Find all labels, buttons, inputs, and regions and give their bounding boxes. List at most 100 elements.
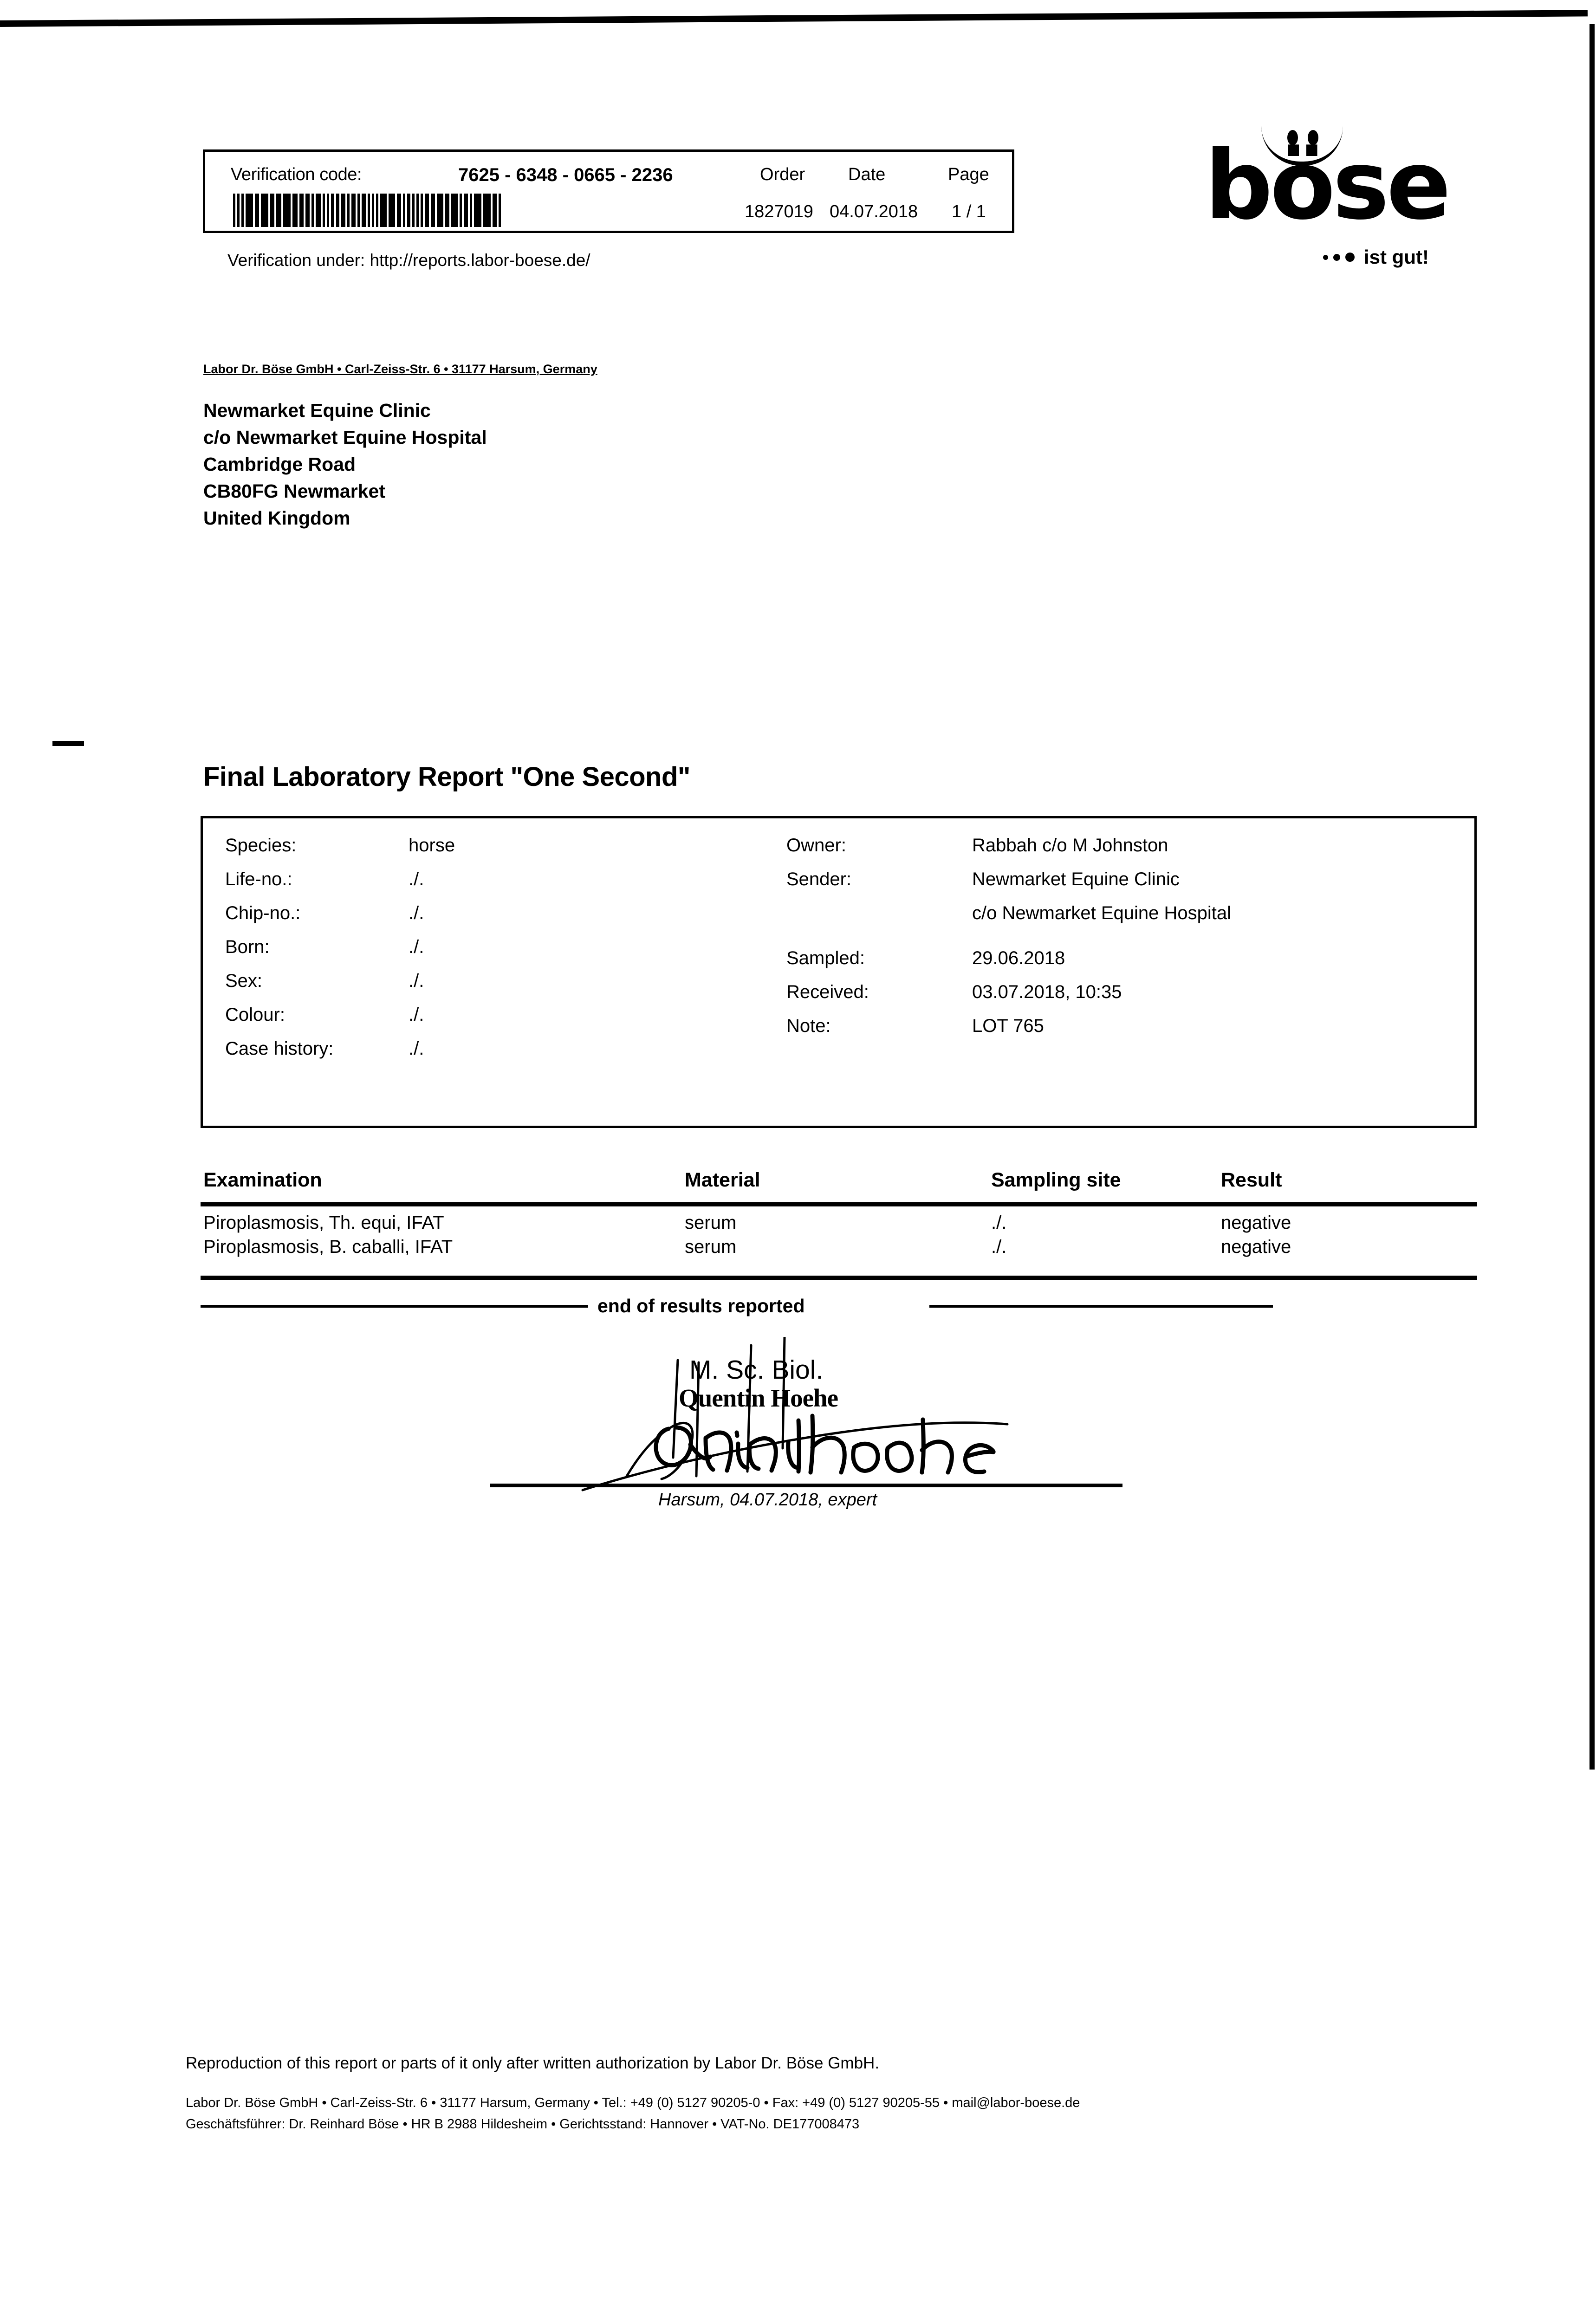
barcode-bar bbox=[276, 194, 281, 227]
barcode-bar bbox=[376, 194, 378, 227]
barcode-bar bbox=[445, 194, 449, 227]
result-value: negative bbox=[1221, 1237, 1291, 1257]
patient-info-label: Colour: bbox=[225, 1005, 285, 1025]
barcode-bar bbox=[283, 194, 291, 227]
end-of-results-dash-right bbox=[929, 1305, 1273, 1308]
results-column-header-material: Material bbox=[685, 1169, 760, 1191]
results-column-header-examination: Examination bbox=[203, 1169, 322, 1191]
barcode-bar bbox=[233, 194, 235, 227]
patient-info-value: ./. bbox=[409, 903, 424, 923]
scan-edge-top bbox=[0, 10, 1588, 27]
patient-info-label: Life-no.: bbox=[225, 869, 292, 889]
barcode-bar bbox=[451, 194, 458, 227]
barcode-bar bbox=[474, 194, 481, 227]
result-material: serum bbox=[685, 1237, 737, 1257]
patient-info-label: Case history: bbox=[225, 1038, 334, 1059]
logo-wordmark: böse bbox=[1205, 130, 1451, 241]
result-examination: Piroplasmosis, B. caballi, IFAT bbox=[203, 1237, 453, 1257]
results-column-header-sampling-site: Sampling site bbox=[991, 1169, 1121, 1191]
barcode-bar bbox=[407, 194, 410, 227]
patient-info-value: ./. bbox=[409, 869, 424, 889]
barcode bbox=[233, 194, 503, 227]
tagline-dot-1-icon bbox=[1323, 254, 1328, 260]
patient-info-value: ./. bbox=[409, 1038, 424, 1059]
patient-info-value: ./. bbox=[409, 971, 424, 991]
barcode-bar bbox=[464, 194, 468, 227]
barcode-bar bbox=[380, 194, 387, 227]
barcode-bar bbox=[425, 194, 429, 227]
tagline-dot-2-icon bbox=[1333, 253, 1340, 261]
logo-tagline: ist gut! bbox=[1323, 246, 1429, 268]
date-value: 04.07.2018 bbox=[830, 202, 918, 221]
order-value: 1827019 bbox=[745, 202, 813, 221]
barcode-bar bbox=[483, 194, 491, 227]
end-of-results-line: end of results reported bbox=[201, 1295, 1273, 1316]
patient-info-label: Born: bbox=[225, 937, 270, 957]
barcode-bar bbox=[421, 194, 423, 227]
patient-info-value: ./. bbox=[409, 1005, 424, 1025]
end-of-results-dash-left bbox=[201, 1305, 588, 1308]
signature-printed-name: Quentin Hoehe bbox=[679, 1384, 838, 1412]
patient-info-value: Newmarket Equine Clinic bbox=[972, 869, 1180, 889]
barcode-bar bbox=[499, 194, 501, 227]
patient-info-value: 03.07.2018, 10:35 bbox=[972, 982, 1122, 1002]
barcode-bar bbox=[362, 194, 366, 227]
barcode-bar bbox=[412, 194, 415, 227]
barcode-bar bbox=[316, 194, 321, 227]
patient-info-label: Chip-no.: bbox=[225, 903, 301, 923]
patient-info-label: Note: bbox=[786, 1016, 831, 1036]
barcode-bar bbox=[327, 194, 329, 227]
page-footer: Reproduction of this report or parts of … bbox=[186, 2054, 1486, 2135]
barcode-bar bbox=[241, 194, 244, 227]
patient-info-value: 29.06.2018 bbox=[972, 948, 1065, 968]
handwritten-signature-icon bbox=[581, 1337, 1009, 1491]
signature-place-date: Harsum, 04.07.2018, expert bbox=[658, 1490, 877, 1510]
footer-company-line-2: Geschäftsführer: Dr. Reinhard Böse • HR … bbox=[186, 2117, 860, 2132]
date-label: Date bbox=[848, 165, 886, 184]
patient-info-value: horse bbox=[409, 835, 455, 856]
barcode-bar bbox=[331, 194, 334, 227]
end-of-results-text: end of results reported bbox=[597, 1295, 805, 1316]
page-label: Page bbox=[948, 165, 989, 184]
footer-copyright-note: Reproduction of this report or parts of … bbox=[186, 2054, 880, 2072]
results-table-top-rule bbox=[201, 1202, 1477, 1206]
barcode-bar bbox=[341, 194, 345, 227]
tagline-text: ist gut! bbox=[1364, 246, 1429, 268]
patient-info-label: Owner: bbox=[786, 835, 846, 856]
patient-info-box: Species: horse Life-no.: ./. Chip-no.: ./. Bor… bbox=[201, 816, 1477, 1128]
sender-return-address: Labor Dr. Böse GmbH • Carl-Zeiss-Str. 6 … bbox=[203, 362, 597, 376]
recipient-address-line: United Kingdom bbox=[203, 507, 350, 529]
page-value: 1 / 1 bbox=[952, 202, 986, 221]
patient-info-value: ./. bbox=[409, 937, 424, 957]
barcode-bar bbox=[246, 194, 253, 227]
patient-info-label: Sender: bbox=[786, 869, 852, 889]
barcode-bar bbox=[237, 194, 240, 227]
results-column-header-result: Result bbox=[1221, 1169, 1282, 1191]
verification-code-value: 7625 - 6348 - 0665 - 2236 bbox=[458, 165, 673, 185]
order-label: Order bbox=[760, 165, 805, 184]
patient-info-label: Received: bbox=[786, 982, 869, 1002]
verification-box: Verification code: 7625 - 6348 - 0665 - … bbox=[203, 149, 1014, 233]
verification-url: Verification under: http://reports.labor… bbox=[227, 251, 590, 270]
barcode-bar bbox=[493, 194, 497, 227]
barcode-bar bbox=[357, 194, 360, 227]
barcode-bar bbox=[372, 194, 374, 227]
page-title: Final Laboratory Report "One Second" bbox=[203, 762, 690, 792]
barcode-bar bbox=[292, 194, 298, 227]
fold-mark bbox=[52, 741, 84, 746]
signature-title: M. Sc. Biol. bbox=[689, 1355, 824, 1385]
barcode-bar bbox=[460, 194, 462, 227]
barcode-bar bbox=[323, 194, 325, 227]
barcode-bar bbox=[336, 194, 339, 227]
barcode-bar bbox=[403, 194, 405, 227]
signature-block: M. Sc. Biol. Quentin Hoehe Harsum, 04.07… bbox=[487, 1337, 1161, 1532]
barcode-bar bbox=[299, 194, 304, 227]
barcode-bar bbox=[437, 194, 443, 227]
recipient-address-line: Cambridge Road bbox=[203, 454, 356, 475]
barcode-bar bbox=[305, 194, 310, 227]
barcode-bar bbox=[270, 194, 274, 227]
barcode-bar bbox=[389, 194, 395, 227]
recipient-address-line: CB80FG Newmarket bbox=[203, 480, 385, 502]
barcode-bar bbox=[431, 194, 435, 227]
